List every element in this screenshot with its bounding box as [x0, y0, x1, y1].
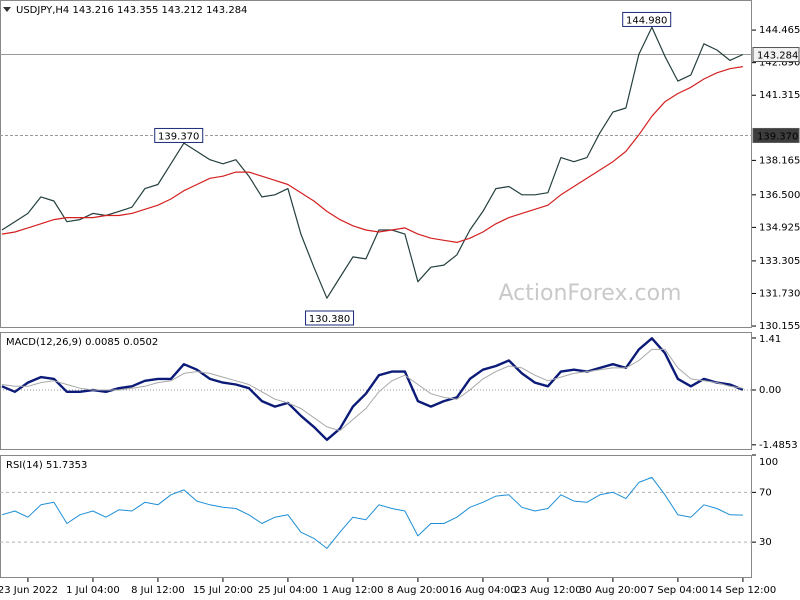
price-box [752, 127, 800, 143]
panel-title: MACD(12,26,9) 0.0085 0.0502 [6, 337, 158, 348]
x-tick-label: 15 Jul 20:00 [193, 585, 253, 596]
x-tick-label: 8 Aug 20:00 [387, 585, 448, 596]
x-tick-label: 25 Jul 04:00 [258, 585, 318, 596]
panel-frame [0, 332, 752, 450]
price-label: 139.370 [757, 131, 798, 142]
x-tick-label: 30 Aug 20:00 [579, 585, 646, 596]
y-tick-label: 141.315 [759, 90, 800, 101]
y-tick-label: 30 [759, 537, 772, 548]
y-tick-label: 133.305 [759, 256, 800, 267]
annotation-label: 139.370 [158, 131, 199, 142]
collapse-icon [3, 7, 11, 12]
x-tick-label: 16 Aug 04:00 [449, 585, 516, 596]
x-tick-label: 23 Aug 12:00 [514, 585, 581, 596]
x-tick-label: 7 Sep 04:00 [648, 585, 708, 596]
price-label: 143.284 [757, 51, 798, 62]
annotation-label: 130.380 [309, 314, 350, 325]
panel-title: RSI(14) 51.7353 [6, 460, 87, 471]
annotation-box [622, 11, 672, 27]
y-tick-label: -1.4853 [759, 440, 798, 451]
x-tick-label: 23 Jun 2022 [0, 585, 58, 596]
annotation-box [154, 127, 204, 143]
y-tick-label: 100 [759, 457, 778, 468]
y-tick-label: 134.925 [759, 222, 800, 233]
x-tick-label: 8 Jul 12:00 [131, 585, 185, 596]
panel-frame [0, 0, 752, 328]
series-line [1, 348, 743, 432]
y-tick-label: 136.500 [759, 190, 800, 201]
y-tick-label: 142.890 [759, 58, 800, 69]
y-tick-label: 0.00 [759, 385, 781, 396]
y-tick-label: 70 [759, 487, 772, 498]
annotation-box [305, 310, 355, 326]
y-tick-label: 144.465 [759, 25, 800, 36]
panel-title: USDJPY,H4 143.216 143.355 143.212 143.28… [16, 5, 247, 16]
x-tick-label: 1 Jul 04:00 [66, 585, 120, 596]
panel-frame [0, 455, 752, 578]
series-line [1, 66, 743, 243]
price-box [752, 47, 800, 63]
y-tick-label: 131.730 [759, 288, 800, 299]
x-tick-label: 1 Aug 12:00 [322, 585, 383, 596]
y-tick-label: 1.41 [759, 334, 781, 345]
watermark: ActionForex.com [499, 281, 682, 306]
series-line [1, 476, 743, 549]
series-line [1, 26, 744, 299]
series-line [1, 337, 744, 441]
y-tick-label: 138.165 [759, 155, 800, 166]
annotation-label: 144.980 [626, 15, 667, 26]
x-tick-label: 14 Sep 12:00 [710, 585, 777, 596]
y-tick-label: 130.155 [759, 321, 800, 332]
